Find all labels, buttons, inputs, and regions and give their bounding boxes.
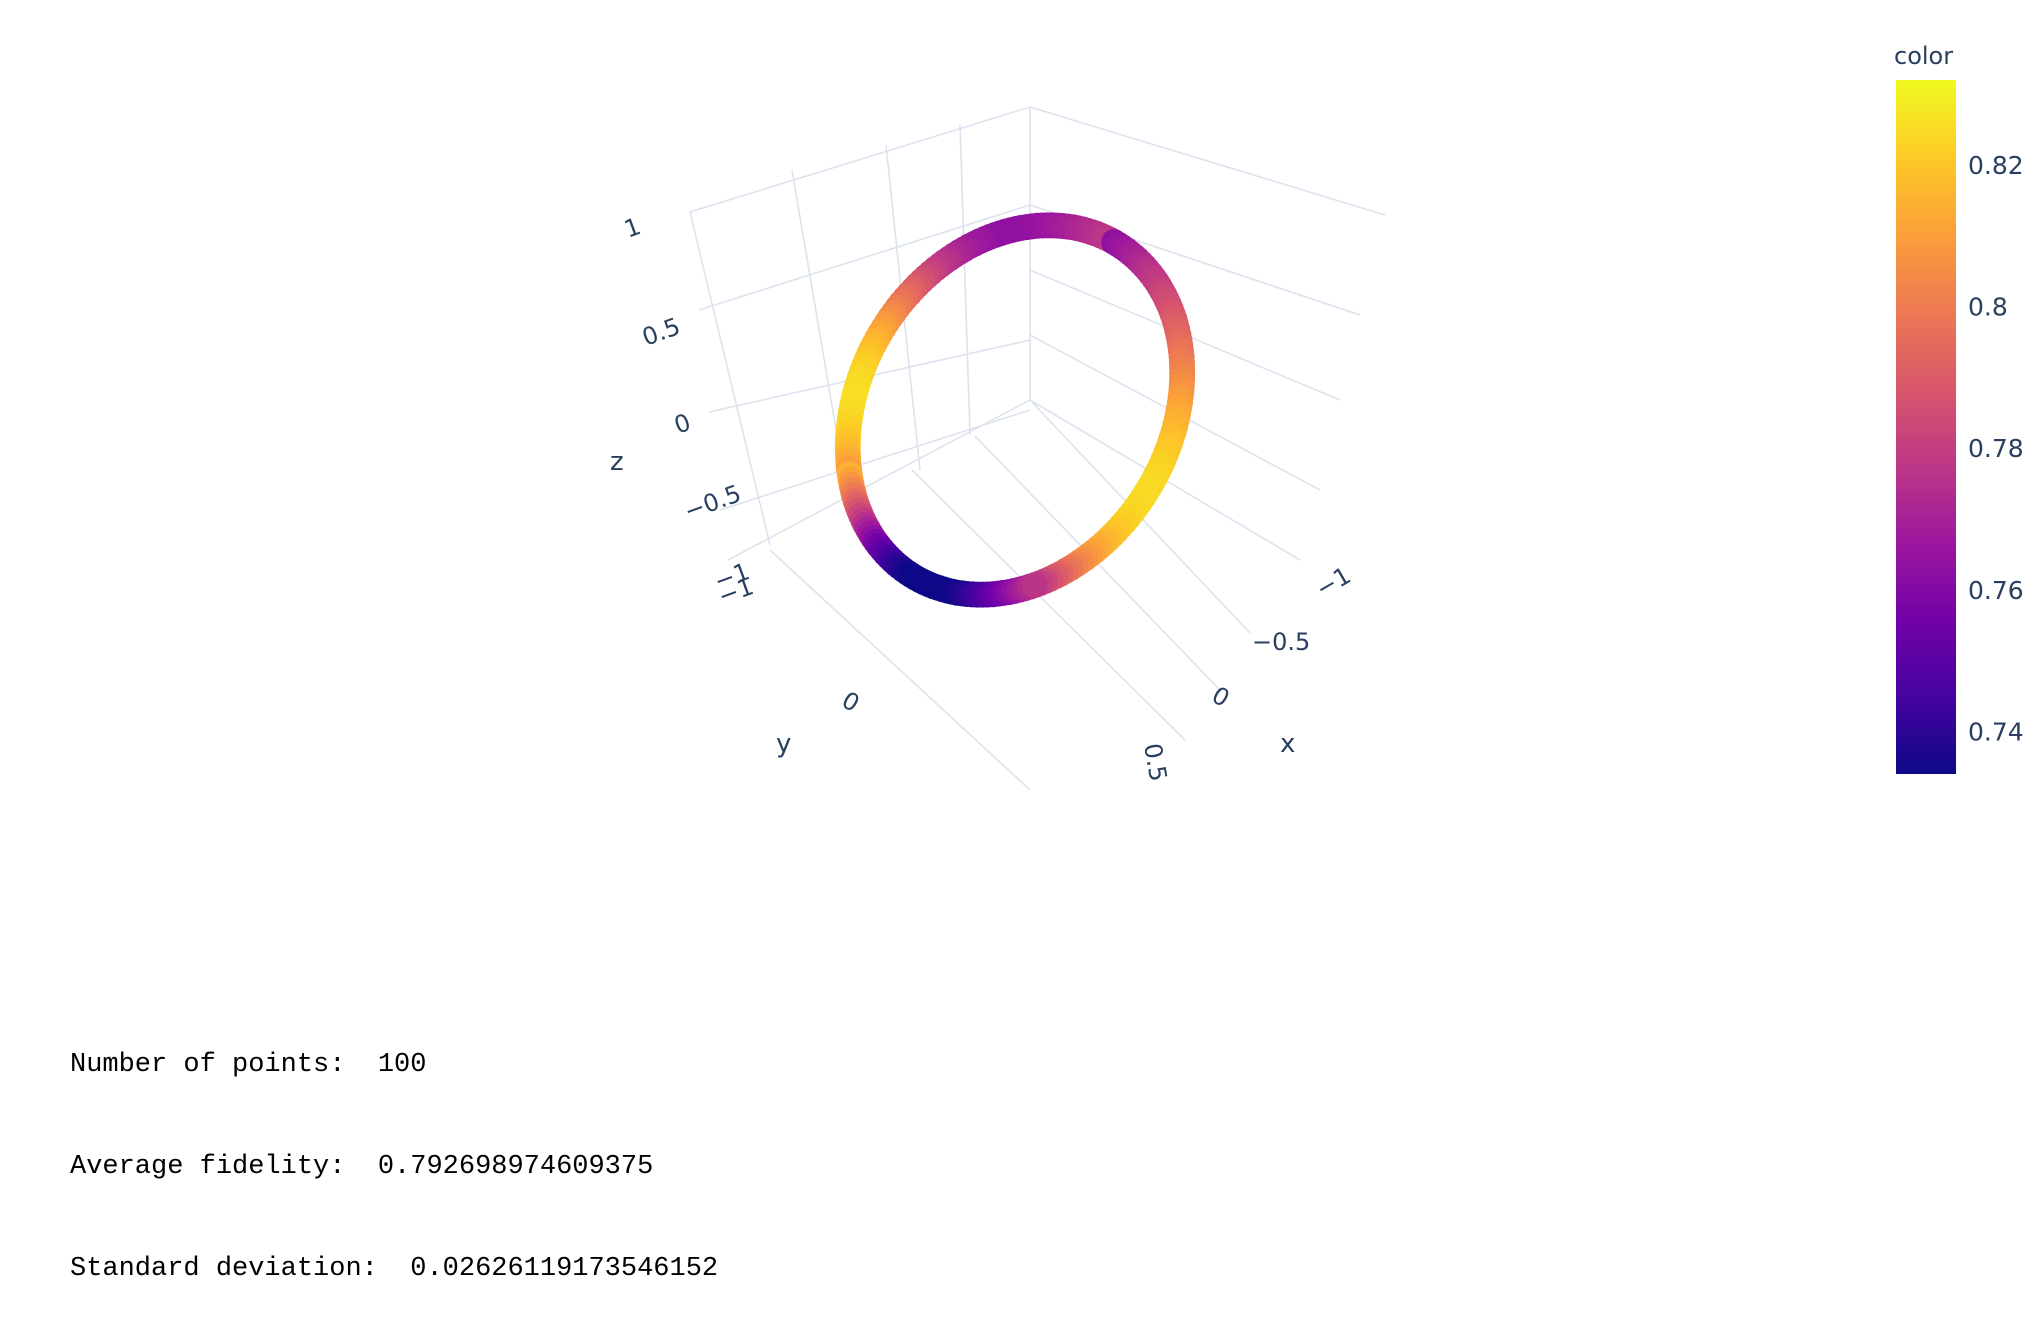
x-axis-title: x [1280,729,1295,759]
grid-lines [689,106,1386,791]
stats-panel: Number of points: 100 Average fidelity: … [70,980,718,1320]
z-axis-title: z [610,447,624,477]
z-tick-1: 1 [620,212,644,244]
colorbar-tick: 0.76 [1968,576,2024,605]
stat-number-of-points: Number of points: 100 [70,1050,427,1080]
colorbar-tick: 0.78 [1968,434,2024,463]
colorbar: color 0.74 0.76 0.78 0.8 0.82 [1894,42,2024,774]
x-tick-neg1: −1 [1311,561,1356,603]
colorbar-tick: 0.74 [1968,718,2024,747]
colorbar-ticks: 0.74 0.76 0.78 0.8 0.82 [1968,151,2024,747]
x-tick-neg0.5: −0.5 [1252,628,1310,656]
scene-3d[interactable]: 1 0.5 0 −0.5 −1 z −1 0 y −1 −0.5 0 0.5 x [0,0,1400,930]
colorbar-gradient [1896,80,1956,774]
y-tick-0: 0 [837,686,864,718]
colorbar-title: color [1894,42,1953,70]
y-axis-title: y [776,729,791,759]
z-tick-0: 0 [670,408,694,440]
x-tick-0.5: 0.5 [1138,741,1172,783]
plot-area[interactable]: 1 0.5 0 −0.5 −1 z −1 0 y −1 −0.5 0 0.5 x [0,0,2028,930]
x-tick-0: 0 [1207,681,1234,713]
scatter-points [834,212,1196,608]
colorbar-tick: 0.82 [1968,151,2024,180]
scatter-point [1021,572,1048,598]
z-tick-neg0.5: −0.5 [680,479,744,525]
stat-standard-deviation: Standard deviation: 0.02626119173546152 [70,1254,719,1284]
z-tick-0.5: 0.5 [638,312,683,351]
colorbar-tick: 0.8 [1968,293,2008,322]
stat-average-fidelity: Average fidelity: 0.792698974609375 [70,1152,654,1182]
